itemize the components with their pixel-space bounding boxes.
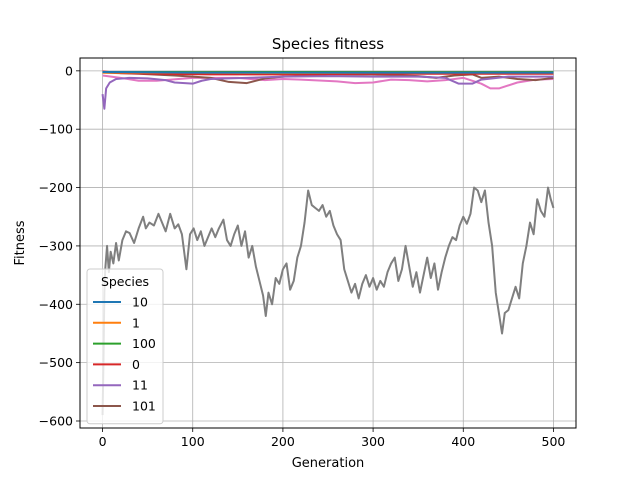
- chart-title: Species fitness: [272, 35, 384, 53]
- x-tick-label: 200: [271, 434, 295, 449]
- x-axis-label: Generation: [292, 456, 365, 471]
- y-tick-label: −600: [39, 413, 73, 428]
- y-axis: 0 −100 −200 −300 −400 −500 −600: [39, 63, 80, 428]
- series-line-unlabeled-6: [102, 74, 554, 90]
- y-tick-label: −100: [39, 122, 73, 137]
- x-tick-label: 500: [542, 434, 566, 449]
- x-tick-label: 0: [99, 434, 107, 449]
- series-line-10: [102, 71, 554, 74]
- x-tick-label: 300: [361, 434, 385, 449]
- legend-label: 101: [132, 399, 156, 414]
- x-axis: 0 100 200 300 400 500: [99, 428, 566, 449]
- series-layer: [101, 70, 555, 416]
- x-tick-label: 400: [451, 434, 475, 449]
- y-tick-label: 0: [65, 63, 73, 78]
- y-tick-label: −500: [39, 355, 73, 370]
- y-tick-label: −300: [39, 238, 73, 253]
- legend-label: 0: [132, 357, 140, 372]
- legend-label: 1: [132, 315, 140, 330]
- series-line-unlabeled-7: [101, 186, 555, 416]
- y-tick-label: −400: [39, 297, 73, 312]
- y-axis-label: Fitness: [13, 220, 28, 265]
- series-line-11: [101, 75, 554, 110]
- x-tick-label: 100: [181, 434, 205, 449]
- legend-label: 10: [132, 295, 148, 310]
- y-tick-label: −200: [39, 180, 73, 195]
- legend-label: 100: [132, 336, 156, 351]
- legend-title: Species: [101, 274, 149, 289]
- legend-label: 11: [132, 378, 148, 393]
- plot-frame: [79, 57, 577, 429]
- grid: [80, 58, 576, 428]
